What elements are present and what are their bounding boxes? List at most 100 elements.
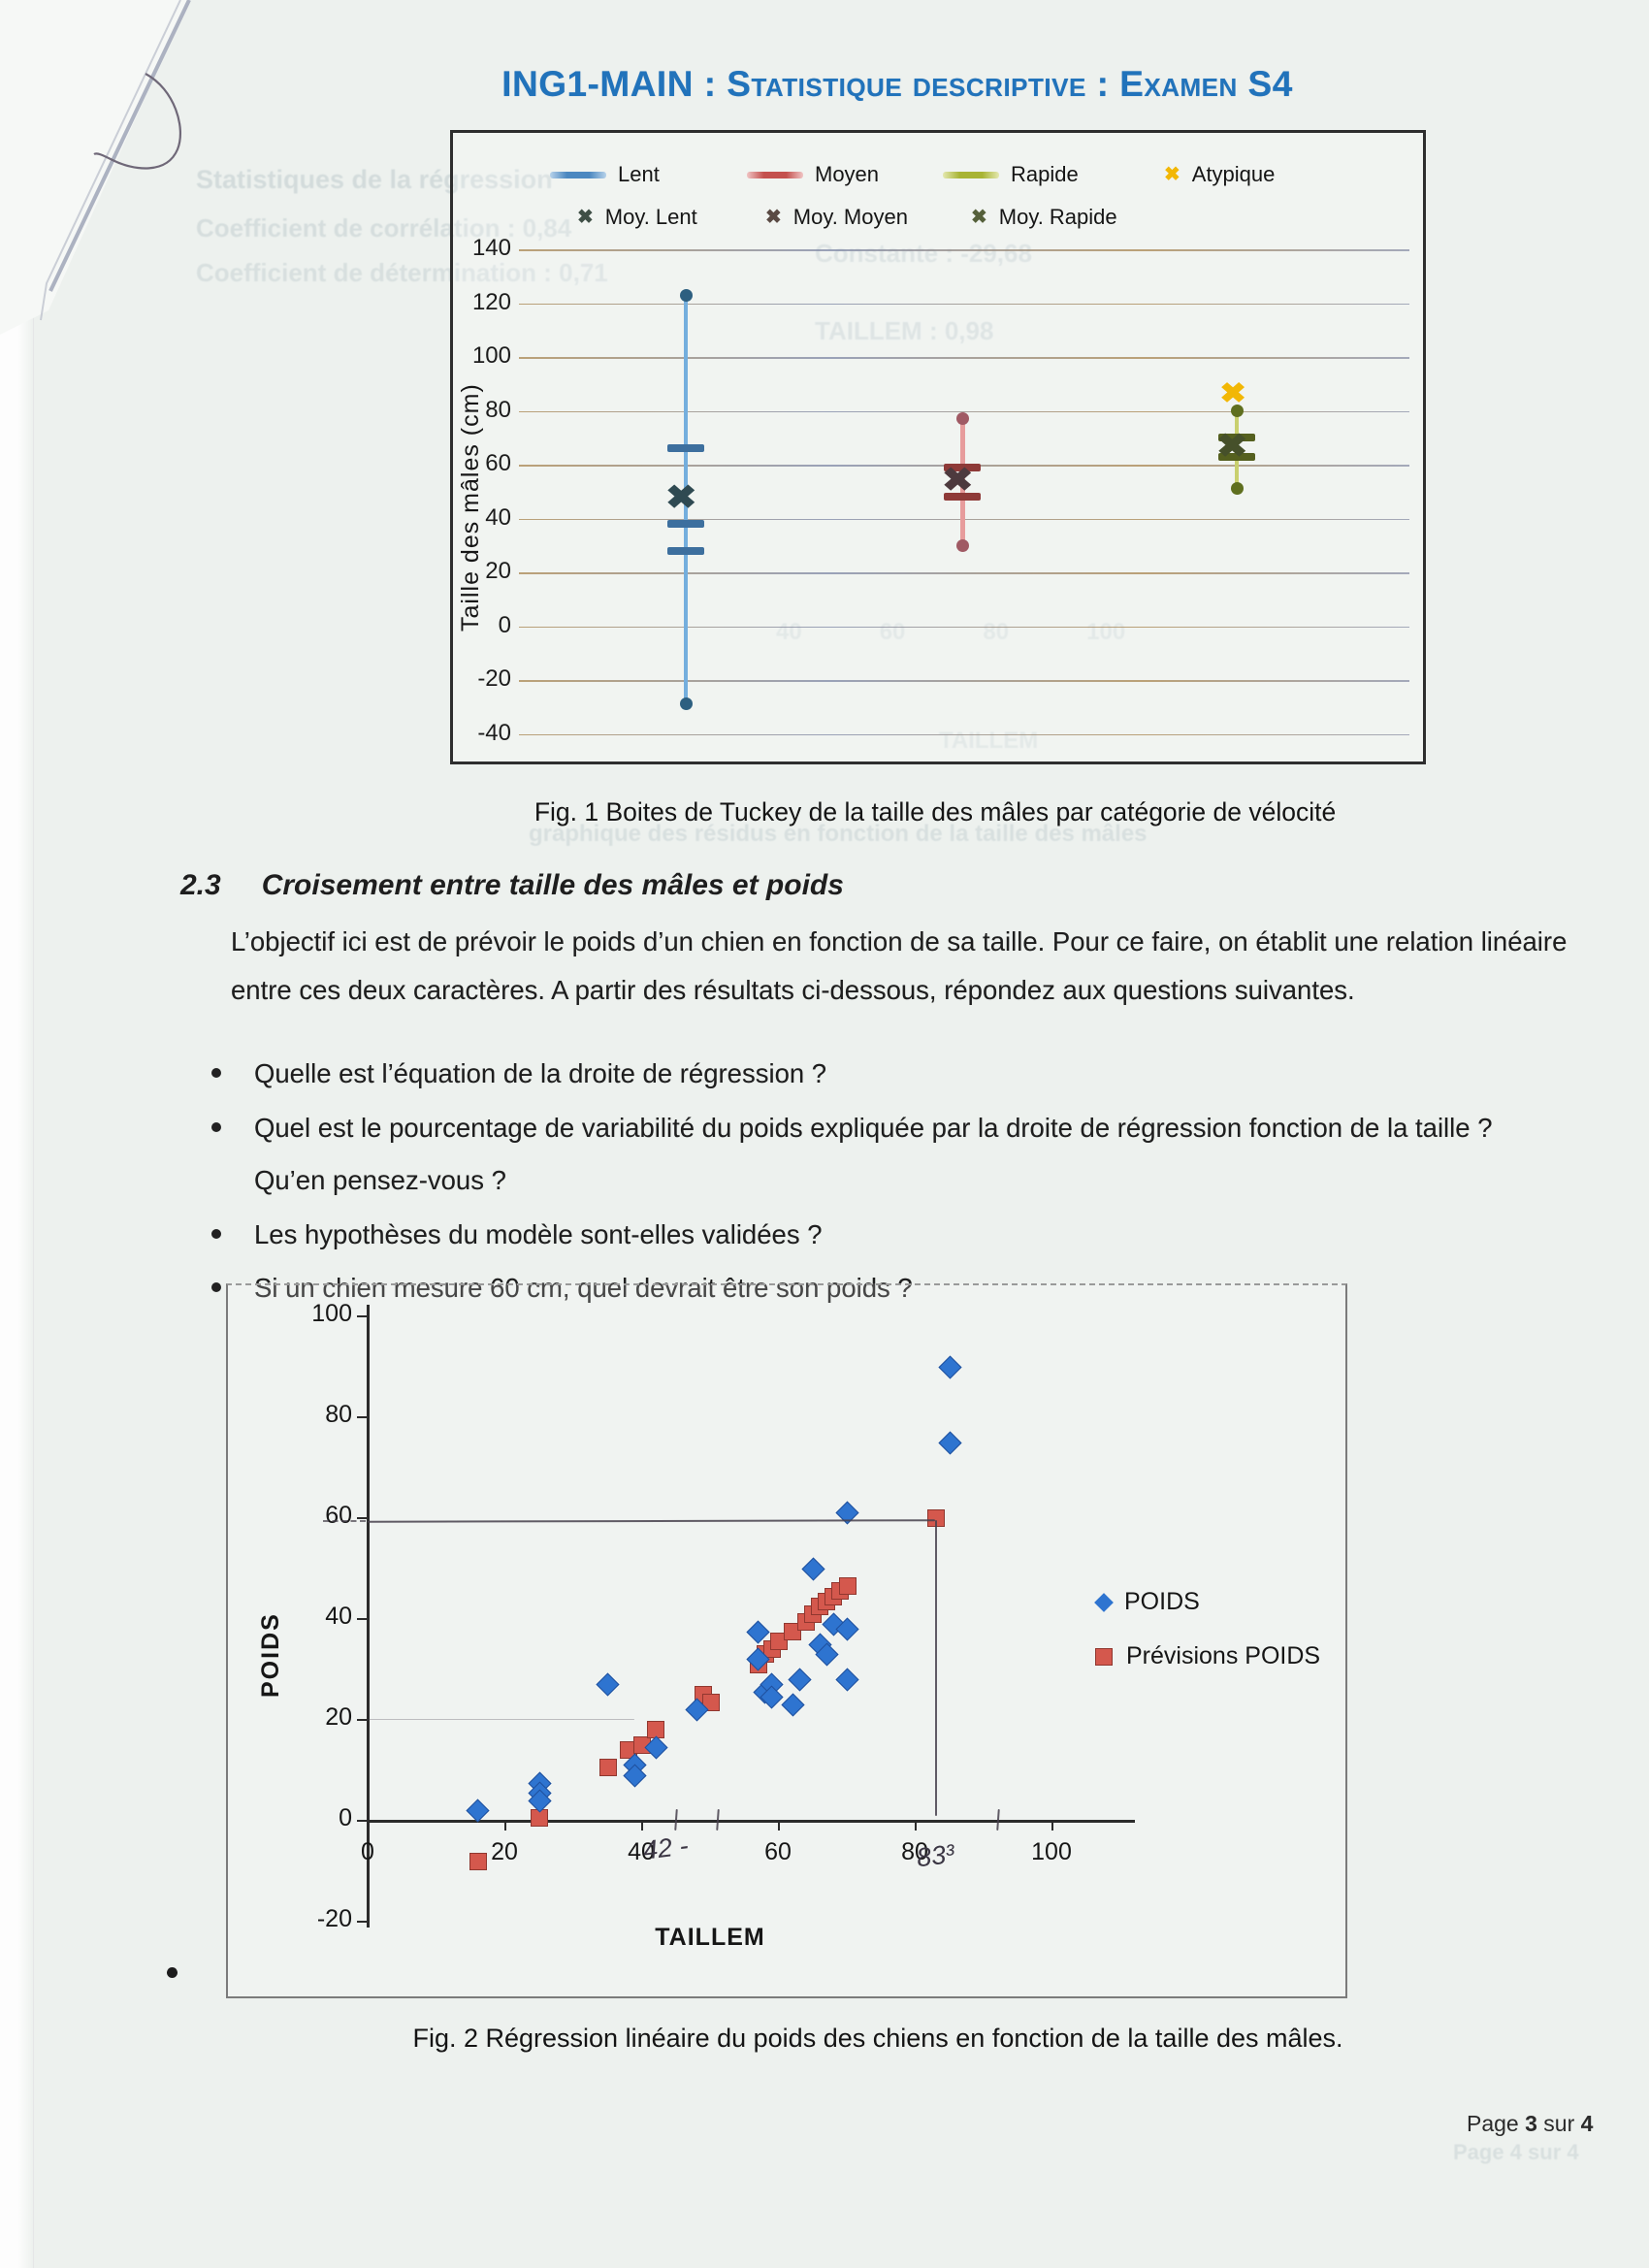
box-end-dot xyxy=(679,288,693,302)
moy-lent-x-icon: ✖ xyxy=(577,207,594,228)
poids-point xyxy=(788,1668,812,1692)
box-end-dot xyxy=(1230,482,1244,496)
bullet-text: Quelle est l’équation de la droite de ré… xyxy=(254,1058,827,1088)
y-tick xyxy=(357,1921,368,1923)
quartile-bar xyxy=(1218,452,1255,461)
red-square-icon xyxy=(1095,1647,1113,1666)
bullet-text: Si un chien mesure 60 cm, quel devrait ê… xyxy=(254,1273,913,1303)
legend-item-moy-moyen: ✖ Moy. Moyen xyxy=(765,201,908,234)
x-tick-label: 80 xyxy=(901,1838,928,1865)
legend-label: Lent xyxy=(618,162,660,186)
hand-vertical-line xyxy=(935,1519,938,1816)
page-footer: Page 3 sur 4 xyxy=(1467,2111,1593,2137)
y-tick-label: 100 xyxy=(311,1300,352,1327)
gridline xyxy=(519,680,1409,682)
poids-point xyxy=(466,1798,490,1823)
box-end-dot xyxy=(1230,405,1244,417)
fig1-plot: 140 120 100 80 60 40 20 0 -20 -40 ✖ ✖ ✖ ✖ xyxy=(453,133,1423,761)
legend-item-atypique: ✖ Atypique xyxy=(1164,158,1275,191)
y-tick xyxy=(357,1719,368,1721)
poids-point xyxy=(835,1668,859,1692)
bullet-dot-icon xyxy=(211,1068,221,1078)
gridline xyxy=(519,249,1409,251)
bullet-dot-icon xyxy=(211,1122,221,1132)
gridline xyxy=(519,626,1409,629)
bullet-item: Quel est le pourcentage de variabilité d… xyxy=(211,1102,1560,1207)
section-paragraph: L’objectif ici est de prévoir le poids d… xyxy=(231,926,1568,1005)
fig2-caption: Fig. 2 Régression linéaire du poids des … xyxy=(412,2024,1343,2053)
legend-label: Moyen xyxy=(815,162,880,186)
x-tick xyxy=(915,1820,917,1831)
x-tick xyxy=(1051,1820,1053,1831)
prevision-point xyxy=(469,1852,487,1870)
blue-diamond-icon xyxy=(1094,1592,1114,1612)
hand-horizontal-line xyxy=(367,1518,936,1523)
box-whisker-line xyxy=(1235,410,1239,489)
rapide-line-icon xyxy=(943,171,999,178)
poids-point xyxy=(938,1430,962,1455)
box-whisker-line xyxy=(959,418,965,546)
legend-item-moyen: Moyen xyxy=(747,158,879,191)
legend-label: Atypique xyxy=(1191,162,1276,186)
y-tick-label: 20 xyxy=(485,558,511,584)
box-end-dot xyxy=(955,412,969,426)
hand-dashes xyxy=(323,1519,366,1522)
moy-rapide-x-icon: ✖ xyxy=(971,207,987,228)
fig1-boxplot-chart: Lent Moyen Rapide ✖ Atypique ✖ Moy. Lent… xyxy=(450,130,1426,764)
ghost-bleedthrough-text: TAILLEM xyxy=(939,728,1039,754)
poids-point xyxy=(781,1693,805,1717)
y-tick-label: 0 xyxy=(498,611,511,638)
y-tick xyxy=(357,1315,368,1317)
y-tick-label: -20 xyxy=(316,1905,352,1932)
x-tick-label: 100 xyxy=(1031,1838,1072,1865)
mean-x-marker: ✖ xyxy=(941,462,974,500)
fold-highlight xyxy=(0,0,189,335)
y-axis-line xyxy=(367,1305,370,1928)
fig2-y-axis-title: POIDS xyxy=(257,1612,284,1698)
y-tick-label: 60 xyxy=(485,450,511,476)
box-end-dot xyxy=(955,538,969,552)
footer-text: sur xyxy=(1536,2111,1581,2136)
gridline xyxy=(519,410,1409,413)
y-tick-label: 40 xyxy=(485,503,511,531)
bullet-item: Quelle est l’équation de la droite de ré… xyxy=(211,1048,1560,1100)
page-title: ING1-MAIN : Statistique descriptive : Ex… xyxy=(501,64,1293,104)
legend-label: Moy. Rapide xyxy=(998,205,1117,229)
legend-label: POIDS xyxy=(1124,1588,1200,1615)
quartile-bar xyxy=(667,546,704,555)
box-end-dot xyxy=(679,697,693,711)
bullet-dot-icon xyxy=(211,1282,221,1292)
fig2-scatter-chart: 100 80 60 40 20 0 -20 0 20 40 60 80 100 42 - 83³ POIDS… xyxy=(226,1283,1347,1998)
hand-tick xyxy=(995,1808,1000,1831)
section-title: Croisement entre taille des mâles et poi… xyxy=(261,869,844,901)
mean-x-marker: ✖ xyxy=(664,479,697,517)
x-tick xyxy=(778,1820,780,1831)
atypique-x-icon: ✖ xyxy=(1164,164,1180,185)
legend-label: Rapide xyxy=(1011,162,1079,186)
footer-page-number: 3 xyxy=(1525,2111,1537,2136)
legend-label: Moy. Moyen xyxy=(792,205,908,229)
legend-item-lent: Lent xyxy=(550,158,660,191)
gridline xyxy=(519,733,1409,736)
box-whisker-line xyxy=(684,295,688,704)
prevision-point xyxy=(784,1623,802,1640)
mean-x-marker: ✖ xyxy=(1215,428,1248,466)
bullet-dot-icon xyxy=(211,1229,221,1239)
gridline xyxy=(519,303,1409,306)
x-tick-label: 40 xyxy=(628,1838,655,1865)
quartile-bar xyxy=(944,463,981,471)
section-number: 2.3 xyxy=(180,869,221,901)
poids-point xyxy=(801,1556,825,1581)
scan-edge-strip xyxy=(0,0,34,2268)
y-tick xyxy=(357,1517,368,1519)
ghost-bleedthrough-text: TAILLEM : 0,98 xyxy=(815,316,994,345)
quartile-bar xyxy=(667,520,704,529)
bullet-item: Les hypothèses du modèle sont-elles vali… xyxy=(211,1209,1560,1261)
y-tick-label: -40 xyxy=(477,719,511,746)
ghost-bleedthrough-text: 40 60 80 100 xyxy=(776,619,1126,645)
legend-label: Prévisions POIDS xyxy=(1126,1642,1321,1669)
moy-moyen-x-icon: ✖ xyxy=(765,207,782,228)
gridline xyxy=(519,572,1409,574)
gridline xyxy=(519,357,1409,359)
x-tick xyxy=(368,1820,370,1831)
